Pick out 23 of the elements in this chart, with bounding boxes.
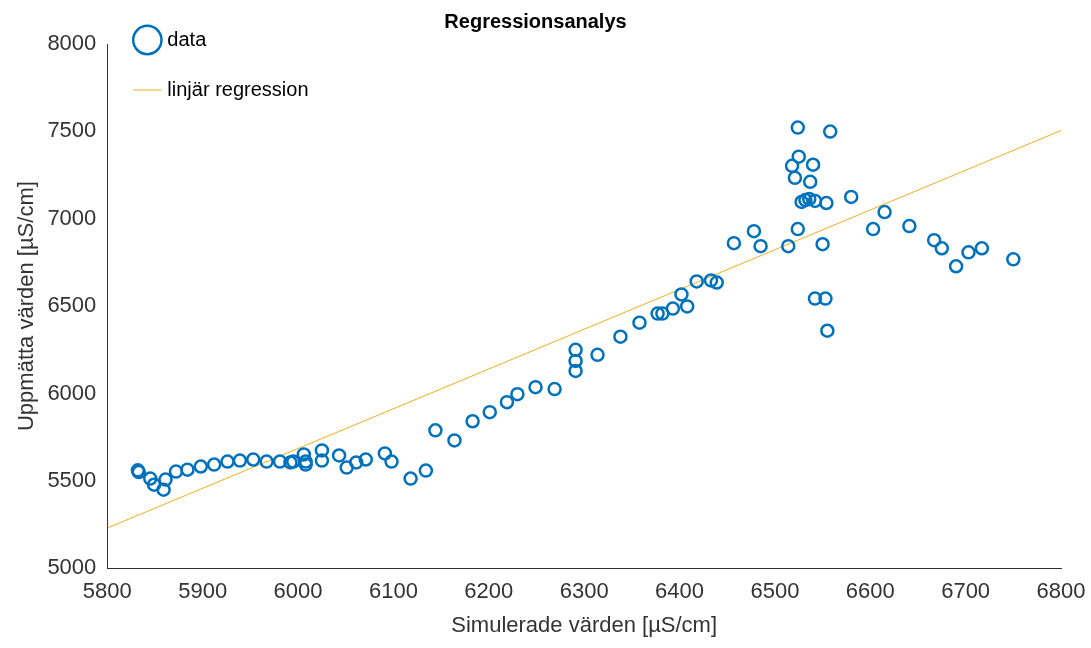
x-tick-label: 6400: [655, 578, 705, 604]
y-tick-label: 6500: [47, 292, 97, 318]
y-tick-label: 7500: [47, 117, 97, 143]
x-axis-title: Simulerade värden [µS/cm]: [451, 611, 718, 637]
x-tick-label: 5900: [178, 578, 228, 604]
legend-label: data: [167, 27, 208, 50]
x-tick-label: 6200: [464, 578, 514, 604]
y-tick-label: 5500: [47, 466, 97, 492]
y-tick-label: 5000: [47, 554, 97, 580]
x-tick-label: 6100: [368, 578, 418, 604]
y-tick-label: 6000: [47, 379, 97, 405]
x-tick-label: 6500: [750, 578, 800, 604]
x-tick-label: 6000: [273, 578, 323, 604]
y-tick-label: 7000: [47, 204, 97, 230]
x-tick-label: 5800: [82, 578, 132, 604]
y-axis-title: Uppmätta värden [µS/cm]: [13, 181, 39, 432]
legend-label: linjär regression: [167, 77, 309, 100]
x-tick-label: 6600: [845, 578, 895, 604]
y-tick-label: 8000: [47, 30, 97, 56]
x-tick-label: 6700: [941, 578, 991, 604]
x-tick-label: 6300: [559, 578, 609, 604]
chart-title: Regressionsanalys: [444, 9, 627, 32]
x-tick-label: 6800: [1036, 578, 1086, 604]
